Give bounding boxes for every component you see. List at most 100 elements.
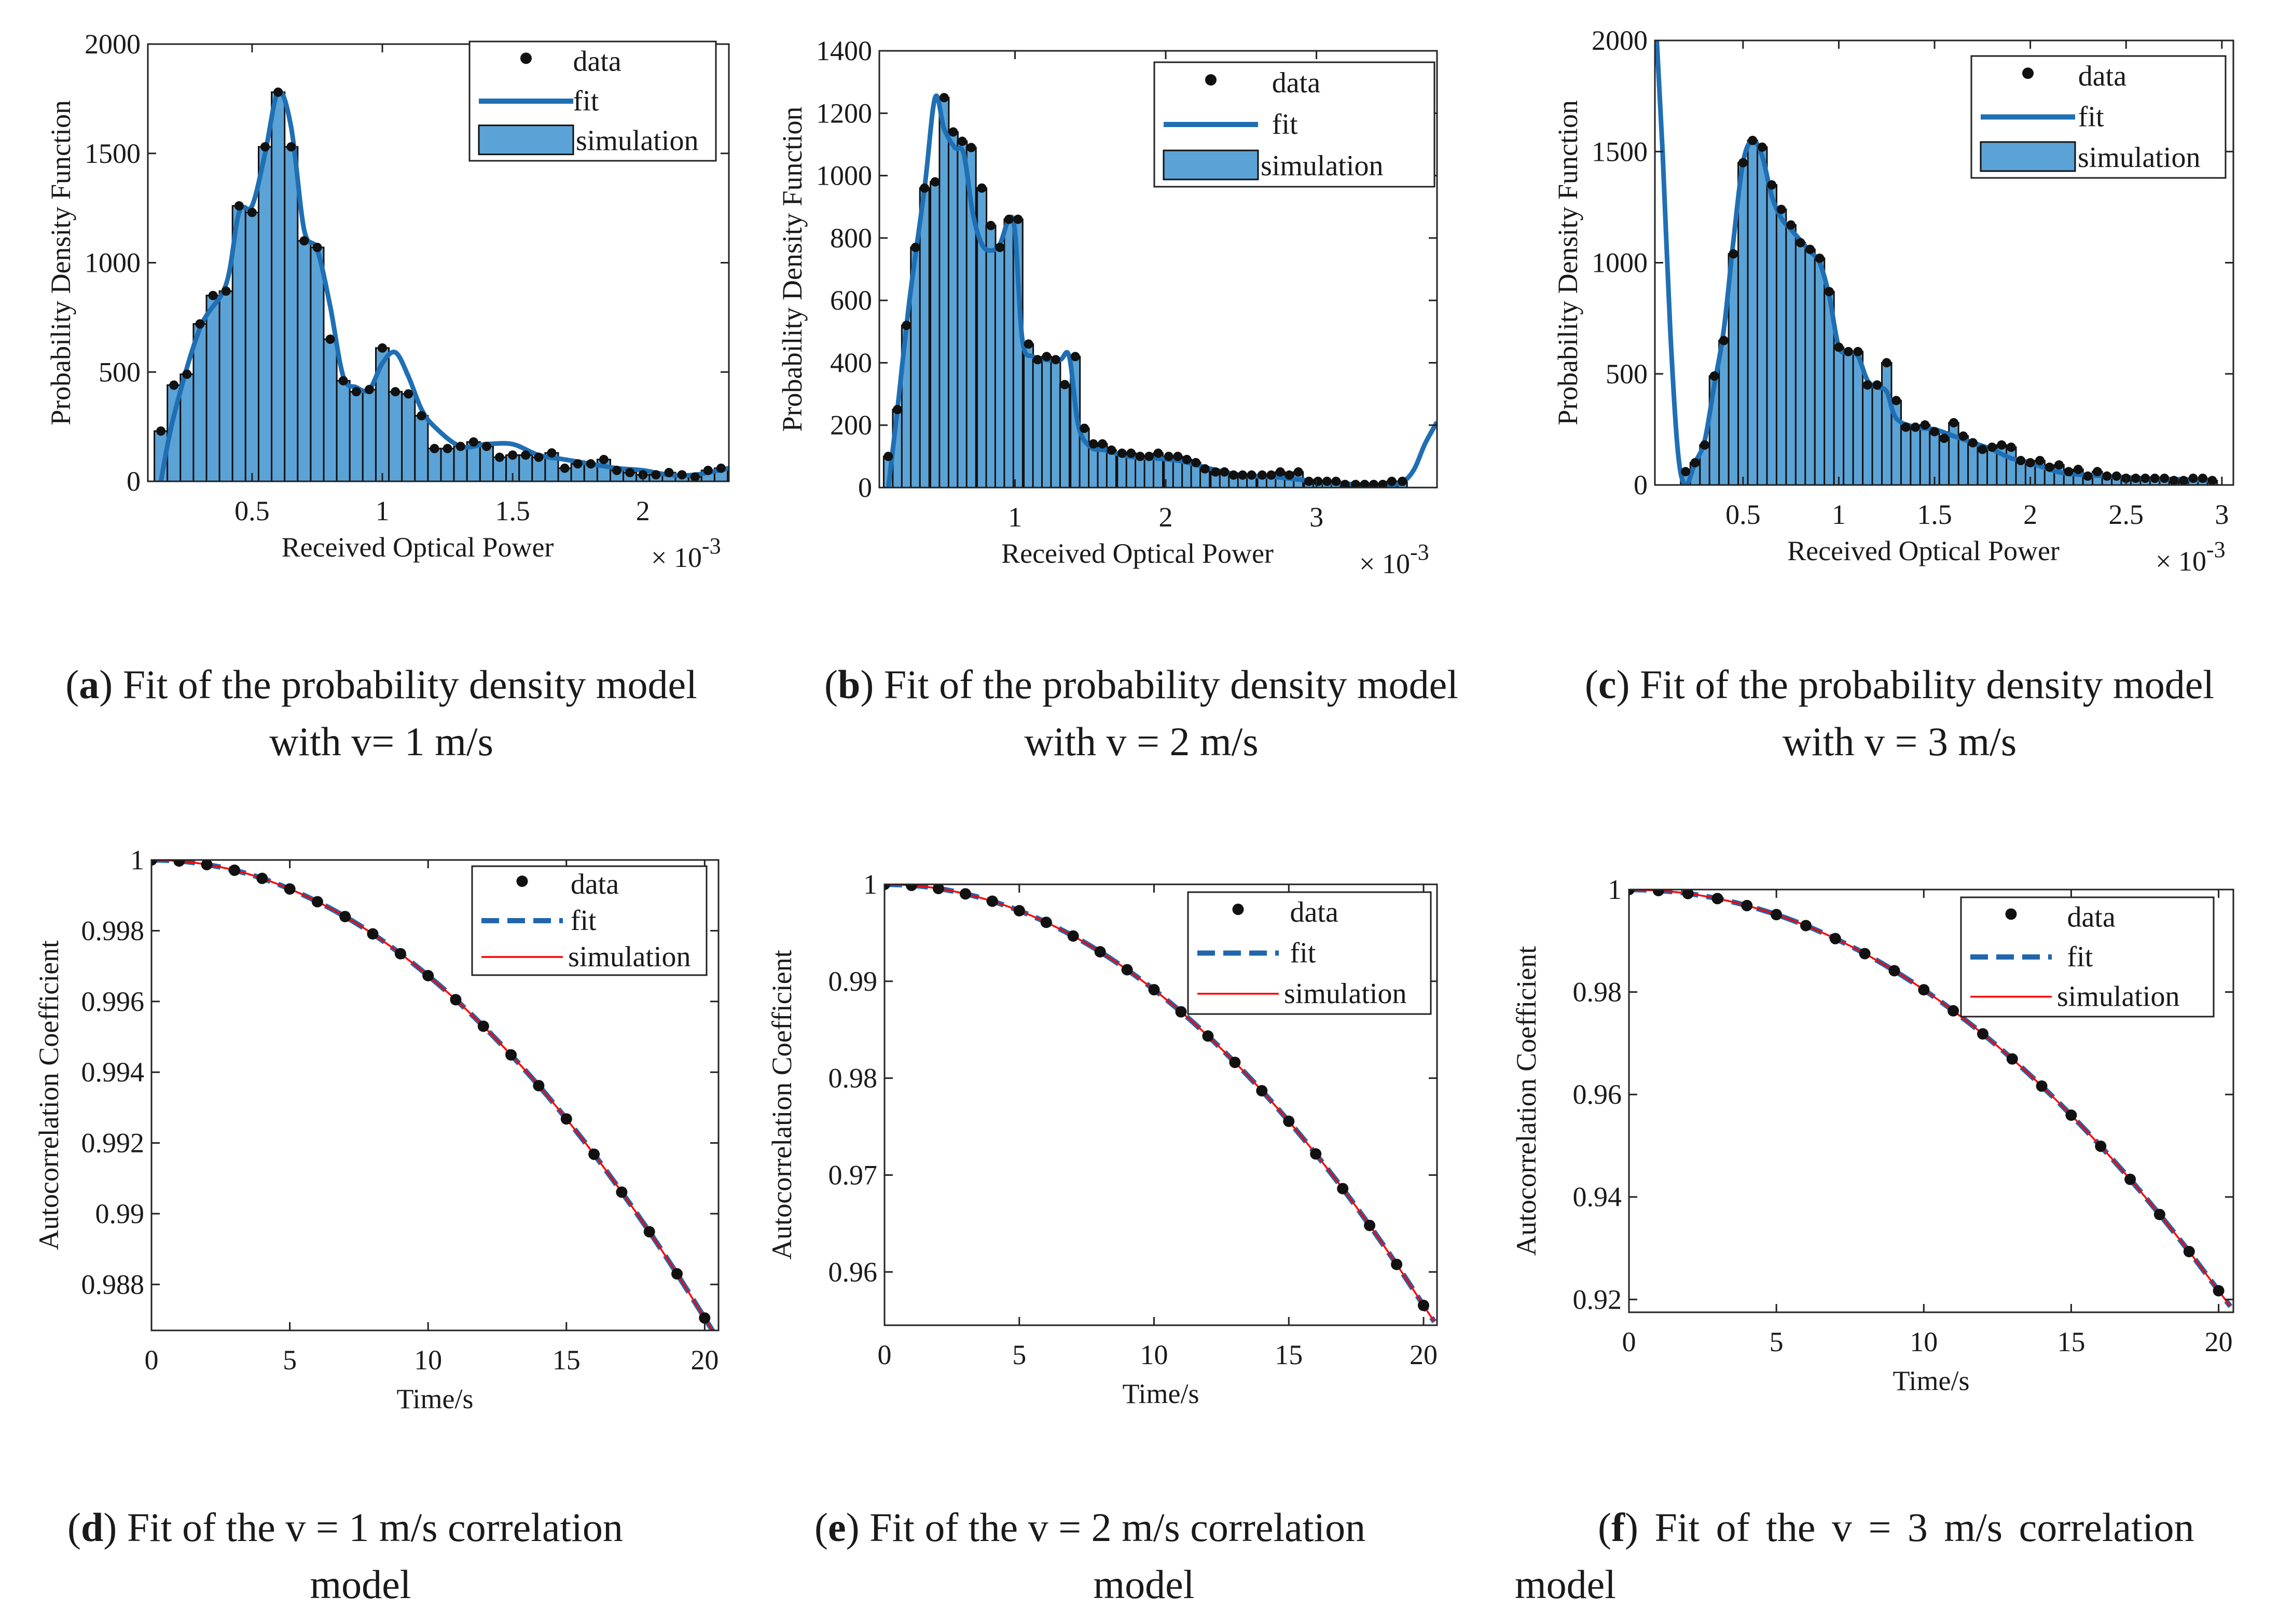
y-tick-label: 0.96	[828, 1256, 878, 1287]
data-point	[1135, 451, 1145, 461]
data-point	[1681, 467, 1691, 477]
data-point	[1901, 422, 1911, 432]
y-tick-label: 0	[858, 472, 872, 503]
data-point	[534, 452, 544, 462]
bar	[1032, 358, 1043, 488]
data-point	[1164, 451, 1173, 461]
data-point	[378, 343, 387, 353]
data-point	[481, 441, 491, 451]
data-point	[1978, 445, 1987, 454]
data-point	[1949, 418, 1958, 427]
y-tick-label: 200	[830, 410, 872, 441]
data-point	[260, 142, 270, 152]
y-tick-label: 1200	[816, 98, 872, 129]
bar	[1003, 218, 1015, 488]
legend-label: data	[2078, 60, 2126, 92]
data-point	[586, 459, 596, 469]
y-tick-label: 1500	[1592, 136, 1648, 167]
data-point	[1322, 477, 1332, 486]
y-tick-label: 0.96	[1573, 1079, 1622, 1110]
bar	[1957, 435, 1969, 485]
data-point	[1829, 933, 1841, 945]
caption-f-line2: model	[1515, 1562, 1616, 1607]
bar	[930, 181, 941, 488]
data-point	[986, 895, 998, 907]
data-point	[2207, 476, 2217, 485]
legend-label: simulation	[1284, 978, 1406, 1010]
data-point	[690, 472, 700, 481]
bar	[1977, 448, 1988, 485]
data-point	[1284, 470, 1294, 480]
bar	[388, 391, 403, 481]
bar	[1775, 209, 1787, 485]
data-point	[468, 437, 478, 447]
x-tick-label: 5	[283, 1344, 297, 1376]
data-point	[1310, 1148, 1322, 1160]
data-point	[1369, 480, 1378, 488]
data-point	[664, 468, 674, 478]
data-point	[299, 236, 309, 246]
data-point	[1771, 909, 1783, 921]
data-point	[195, 319, 205, 329]
data-point	[588, 1148, 600, 1160]
data-point	[1968, 438, 1978, 448]
data-point	[1729, 249, 1738, 259]
data-point	[364, 385, 374, 394]
bar	[414, 415, 429, 481]
x-tick-label: 0	[878, 1339, 892, 1370]
data-point	[1378, 480, 1388, 488]
y-axis-label: Autocorrelation Coefficient	[1511, 946, 1542, 1256]
caption-c: (c) Fit of the probability density model…	[1584, 662, 2215, 764]
bar	[1881, 362, 1893, 485]
data-point	[1191, 457, 1201, 467]
data-point	[1805, 244, 1815, 254]
data-point	[1652, 890, 1664, 896]
data-point	[643, 1226, 655, 1238]
x-tick-label: 1.5	[1917, 499, 1952, 530]
legend-label: fit	[2078, 101, 2104, 133]
bar	[310, 246, 325, 481]
y-tick-label: 0.94	[1573, 1182, 1622, 1213]
data-point	[2025, 458, 2035, 468]
data-point	[201, 860, 213, 870]
caption-e-line1: Fit of the v = 2 m/s correlation	[859, 1505, 1366, 1550]
y-tick-label: 1	[1608, 874, 1622, 905]
chart-f: 0 5 10 15 20 0.92 0.94 0.96 0.98 1 Time/s Autocorre…	[1511, 874, 2234, 1396]
data-point	[1148, 984, 1160, 996]
data-point	[2188, 474, 2198, 483]
data-point	[1331, 477, 1341, 486]
x-axis-label: Time/s	[1893, 1365, 1969, 1396]
caption-b-line1: Fit of the probability density model	[874, 662, 1458, 707]
data-point	[1800, 920, 1812, 932]
data-point	[1891, 396, 1901, 406]
bar	[1041, 355, 1052, 488]
bar	[258, 146, 273, 481]
data-point	[394, 948, 406, 960]
data-point	[156, 426, 166, 436]
data-point	[443, 443, 452, 453]
data-point	[1153, 448, 1163, 458]
legend-label: fit	[1290, 937, 1316, 969]
data-point	[560, 463, 570, 473]
data-point	[599, 454, 609, 464]
data-point	[2179, 476, 2188, 485]
x-tick-label: 3	[1309, 502, 1323, 533]
y-tick-label: 0.992	[81, 1128, 145, 1159]
x-tick-label: 10	[1140, 1339, 1168, 1370]
data-point	[699, 1312, 711, 1324]
caption-d-letter: d	[80, 1505, 104, 1550]
legend-b: data fit simulation	[1153, 61, 1435, 188]
x-tick-label: 2	[1159, 502, 1173, 533]
y-tick-label: 800	[830, 223, 872, 254]
data-point	[1862, 380, 1872, 390]
data-point	[1815, 253, 1825, 263]
legend-data-marker	[2005, 908, 2017, 920]
y-tick-label: 1	[863, 869, 877, 900]
y-tick-label: 0.988	[81, 1269, 145, 1300]
y-axis-label: Probability Density Function	[45, 100, 76, 425]
bar	[1900, 426, 1912, 485]
legend-label: simulation	[568, 941, 690, 973]
data-point	[404, 389, 413, 399]
bar	[349, 391, 364, 481]
data-point	[2095, 1140, 2107, 1152]
